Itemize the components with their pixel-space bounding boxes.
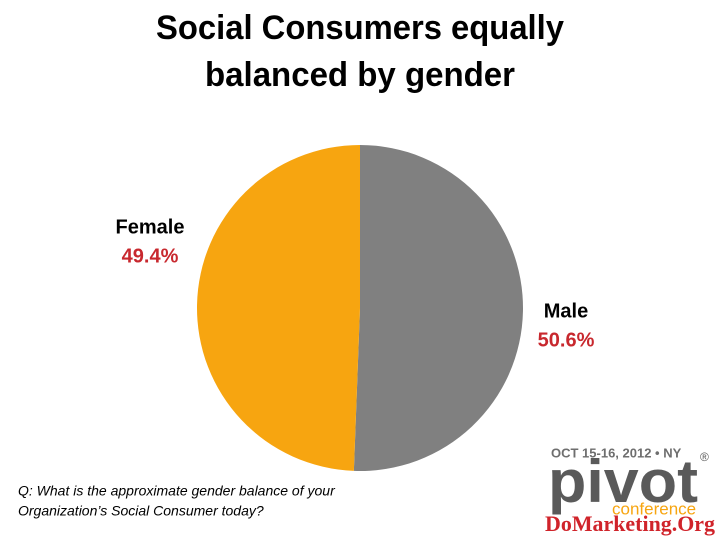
slice-label: Male bbox=[544, 300, 588, 322]
slice-label: Female bbox=[116, 216, 185, 238]
footnote: Q: What is the approximate gender balanc… bbox=[18, 483, 336, 499]
logo-name: pivot bbox=[548, 448, 698, 515]
footnote: Organization’s Social Consumer today? bbox=[18, 503, 264, 519]
logo-site: DoMarketing.Org bbox=[545, 511, 715, 536]
logo-sub: conference bbox=[612, 499, 696, 518]
value-label: 50.6% bbox=[538, 329, 595, 351]
logo-mark: ® bbox=[700, 450, 709, 464]
chart-title: balanced by gender bbox=[205, 56, 515, 94]
logo-date: OCT 15-16, 2012 • NY bbox=[551, 445, 682, 460]
chart-title: Social Consumers equally bbox=[156, 9, 564, 47]
value-label: 49.4% bbox=[122, 245, 179, 267]
pie-slice bbox=[353, 145, 523, 471]
pie-slice bbox=[196, 145, 360, 471]
